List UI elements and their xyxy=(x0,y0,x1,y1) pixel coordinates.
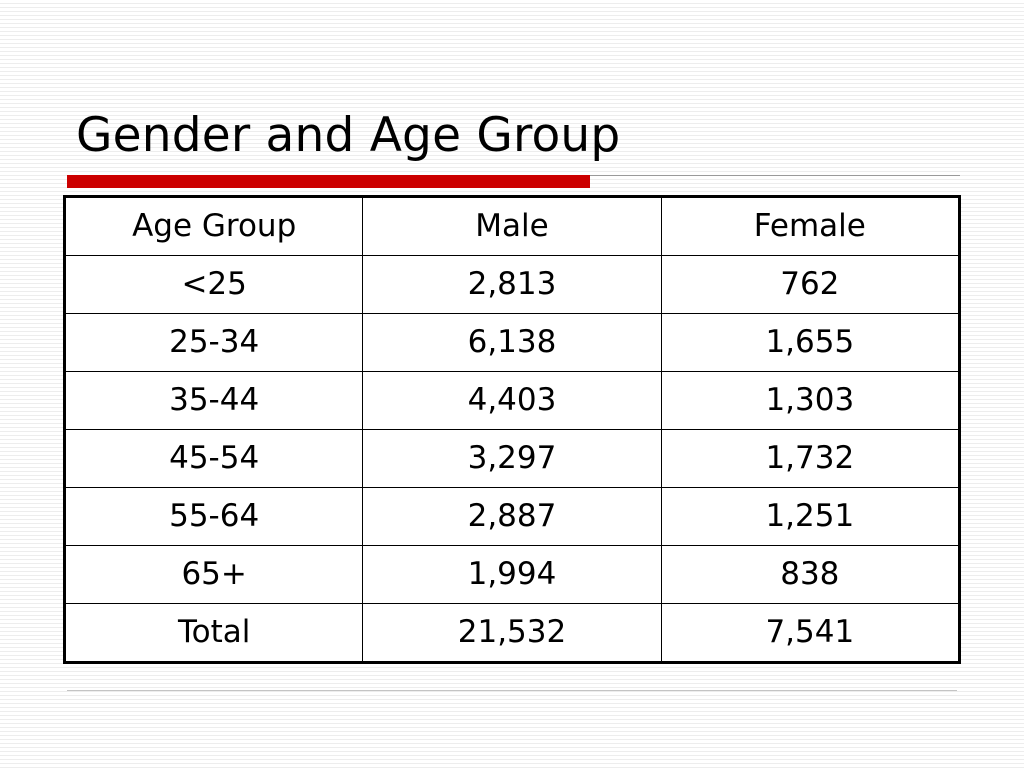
table-row: <25 2,813 762 xyxy=(63,255,961,314)
male-count-cell: 6,138 xyxy=(362,313,662,372)
age-group-cell: 45-54 xyxy=(63,429,364,488)
age-group-cell: 65+ xyxy=(63,545,364,604)
table-row: 25-34 6,138 1,655 xyxy=(63,313,961,372)
male-total-cell: 21,532 xyxy=(362,603,662,663)
age-group-cell: <25 xyxy=(63,255,364,314)
male-count-cell: 2,813 xyxy=(362,255,662,314)
male-count-cell: 4,403 xyxy=(362,371,662,430)
age-group-cell: 25-34 xyxy=(63,313,364,372)
age-group-cell: 55-64 xyxy=(63,487,364,546)
title-divider xyxy=(67,175,960,188)
female-count-cell: 1,303 xyxy=(660,371,961,430)
title-divider-accent xyxy=(67,175,590,188)
header-male: Male xyxy=(362,196,662,256)
table-total-row: Total 21,532 7,541 xyxy=(63,603,961,663)
male-count-cell: 3,297 xyxy=(362,429,662,488)
female-count-cell: 1,251 xyxy=(660,487,961,546)
header-age-group: Age Group xyxy=(63,196,364,256)
table-row: 45-54 3,297 1,732 xyxy=(63,429,961,488)
gender-age-table: Age Group Male Female <25 2,813 762 25-3… xyxy=(63,195,961,664)
table-row: 55-64 2,887 1,251 xyxy=(63,487,961,546)
female-total-cell: 7,541 xyxy=(660,603,961,663)
table-header-row: Age Group Male Female xyxy=(63,196,961,256)
total-label-cell: Total xyxy=(63,603,364,663)
title-divider-line xyxy=(590,175,960,176)
table-row: 35-44 4,403 1,303 xyxy=(63,371,961,430)
slide-title: Gender and Age Group xyxy=(76,108,621,163)
female-count-cell: 1,655 xyxy=(660,313,961,372)
female-count-cell: 1,732 xyxy=(660,429,961,488)
male-count-cell: 2,887 xyxy=(362,487,662,546)
male-count-cell: 1,994 xyxy=(362,545,662,604)
footer-divider xyxy=(67,690,957,691)
female-count-cell: 838 xyxy=(660,545,961,604)
header-female: Female xyxy=(660,196,961,256)
female-count-cell: 762 xyxy=(660,255,961,314)
age-group-cell: 35-44 xyxy=(63,371,364,430)
table-row: 65+ 1,994 838 xyxy=(63,545,961,604)
